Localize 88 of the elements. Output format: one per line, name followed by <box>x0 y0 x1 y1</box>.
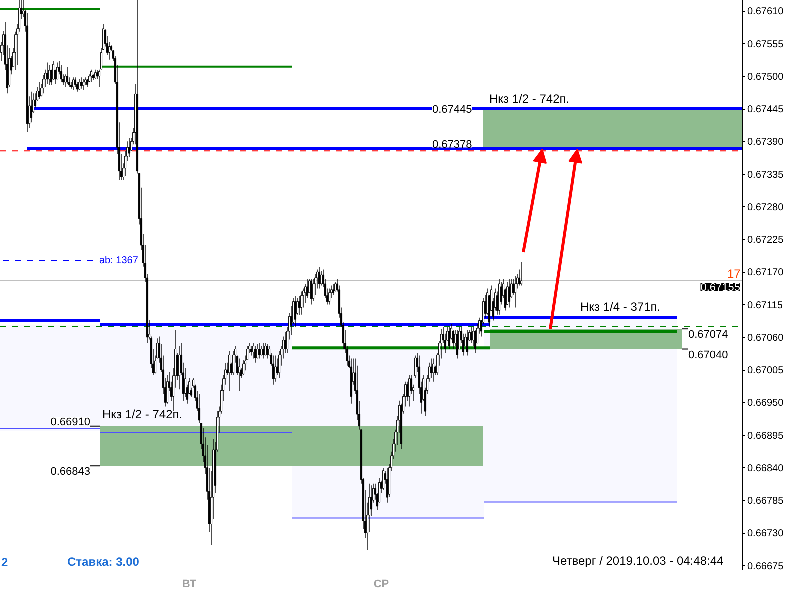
y-tick-label: 0.66675 <box>748 561 784 572</box>
candlestick <box>238 358 241 392</box>
y-tick-label: 0.67280 <box>748 202 784 214</box>
candlestick <box>262 342 265 360</box>
y-tick-label: 0.67225 <box>748 235 784 246</box>
candlestick <box>430 358 433 379</box>
y-tick-label: 0.67005 <box>748 366 784 377</box>
candlestick <box>310 278 313 306</box>
candlestick <box>304 284 307 304</box>
candlestick <box>456 330 459 360</box>
candlestick <box>264 342 267 356</box>
candlestick <box>466 330 469 356</box>
y-tick-label: 0.66730 <box>748 528 784 540</box>
candlestick <box>272 355 275 386</box>
candlestick <box>306 278 309 299</box>
candlestick <box>52 60 55 80</box>
candlestick <box>520 262 523 286</box>
candlestick <box>448 326 451 350</box>
y-tick-label: 0.67555 <box>748 39 784 50</box>
candlestick <box>320 271 323 286</box>
band-label: Нкз 1/2 - 742п. <box>490 92 570 106</box>
annotation: 2 <box>2 555 8 570</box>
candlestick <box>250 346 253 356</box>
y-tick-label: 0.67115 <box>748 300 784 312</box>
ref-line-label: 0.66843 <box>50 466 91 478</box>
candlestick <box>232 350 235 376</box>
candlestick <box>332 284 335 296</box>
y-tick-label: 0.66785 <box>748 496 784 508</box>
candlestick <box>228 350 231 392</box>
candlestick <box>470 326 473 344</box>
ref-line-label: 0.67155 <box>700 282 741 294</box>
candlestick <box>312 278 315 302</box>
y-tick-label: 0.67445 <box>748 104 784 116</box>
candlestick <box>156 338 159 360</box>
candlestick <box>166 375 169 404</box>
candlestick <box>474 330 477 354</box>
candlestick <box>508 278 511 308</box>
candlestick <box>328 288 331 306</box>
candlestick <box>274 355 277 382</box>
y-tick-label: 0.67610 <box>748 6 784 18</box>
candlestick <box>254 346 257 364</box>
y-tick-label: 0.66895 <box>748 430 784 442</box>
candlestick <box>256 344 259 360</box>
candlestick <box>300 291 303 316</box>
candlestick <box>178 346 181 390</box>
candlestick <box>82 79 85 90</box>
candlestick <box>266 344 269 360</box>
x-tick-label: ВТ <box>182 578 197 590</box>
annotation: Ставка: 3.00 <box>68 554 140 569</box>
candlestick <box>38 82 41 100</box>
y-tick-label: 0.66840 <box>748 463 784 474</box>
candlestick <box>48 64 51 86</box>
band-label: Нкз 1/2 - 742п. <box>102 407 183 422</box>
y-tick-label: 0.67170 <box>748 268 784 279</box>
candlestick <box>318 267 321 290</box>
y-tick-label: 0.67500 <box>748 72 784 83</box>
candlestick <box>514 276 517 308</box>
ref-line-label: 0.67040 <box>688 349 728 362</box>
candlestick <box>242 360 245 376</box>
annotation: 17 <box>728 266 742 281</box>
annotation: Четверг / 2019.10.03 - 04:48:44 <box>552 554 724 568</box>
candlestick <box>432 358 435 382</box>
candlestick <box>278 350 281 379</box>
candlestick <box>56 62 59 80</box>
candlestick <box>84 77 87 86</box>
candlestick <box>46 62 49 84</box>
ref-line-label: 0.67445 <box>432 104 472 116</box>
ref-line-label: 0.66910 <box>50 416 91 428</box>
candlestick <box>260 346 263 356</box>
candlestick <box>382 468 385 491</box>
candlestick <box>252 342 255 360</box>
candlestick <box>128 138 131 158</box>
candlestick <box>414 355 417 379</box>
band-label: Нкз 1/4 - 371п. <box>580 300 661 314</box>
candlestick <box>60 64 63 83</box>
y-tick-label: 0.66950 <box>748 398 784 410</box>
y-tick-label: 0.67060 <box>748 332 784 344</box>
candlestick <box>386 468 389 504</box>
candlestick <box>294 296 297 328</box>
ref-line-label: 0.67074 <box>688 329 728 342</box>
x-tick-label: СР <box>374 578 390 590</box>
ref-line-label: 0.67378 <box>432 138 472 151</box>
annotation: ab: 1367 <box>100 255 139 266</box>
candlestick <box>408 375 411 408</box>
y-tick-label: 0.67335 <box>748 170 784 181</box>
candlestick <box>66 67 69 84</box>
candlestick <box>258 342 261 360</box>
y-tick-label: 0.67390 <box>748 137 784 148</box>
